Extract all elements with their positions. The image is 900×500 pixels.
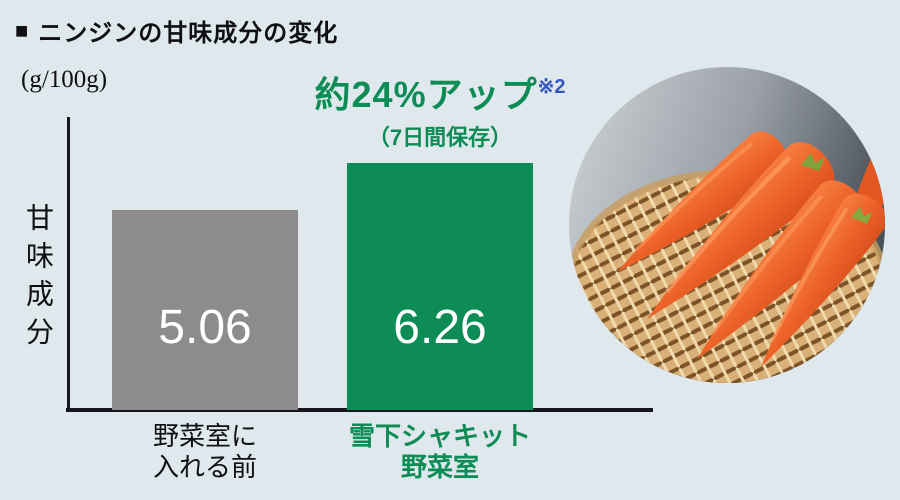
- x-axis-line: [66, 408, 653, 412]
- square-bullet-icon: ■: [15, 17, 30, 43]
- footnote-ref: ※2: [537, 76, 566, 98]
- bar-value-after: 6.26: [393, 301, 487, 354]
- y-axis-label: 甘味成分: [23, 203, 54, 355]
- chart-title-text: ニンジンの甘味成分の変化: [38, 20, 339, 47]
- chart-title: ■ ニンジンの甘味成分の変化: [15, 13, 338, 48]
- bar-value-before: 5.06: [158, 301, 252, 354]
- storage-days-note: （7日間保存）: [367, 124, 513, 150]
- increase-annotation: 約24%アップ※2 （7日間保存）: [315, 76, 566, 152]
- category-label-before: 野菜室に 入れる前: [75, 421, 335, 483]
- carrot-photo-svg: [569, 67, 885, 383]
- carrots: [617, 123, 885, 367]
- category-label-after: 雪下シャキット 野菜室: [310, 421, 570, 483]
- category-label-after-line2: 野菜室: [400, 452, 479, 482]
- y-axis-line: [67, 117, 70, 412]
- carrot-leaf-stubs: [801, 153, 872, 224]
- y-axis-unit: (g/100g): [21, 66, 108, 93]
- increase-annotation-main: 約24%アップ※2: [315, 76, 566, 114]
- bar-yukishita-vegetable-room: 6.26: [347, 163, 533, 410]
- increase-percent-text: 約24%アップ: [314, 74, 538, 115]
- bar-before-vegetable-room: 5.06: [112, 210, 298, 410]
- category-label-before-line2: 入れる前: [152, 452, 257, 482]
- category-label-before-line1: 野菜室に: [152, 421, 257, 451]
- category-label-after-line1: 雪下シャキット: [348, 421, 531, 451]
- carrot-photo: [569, 67, 885, 383]
